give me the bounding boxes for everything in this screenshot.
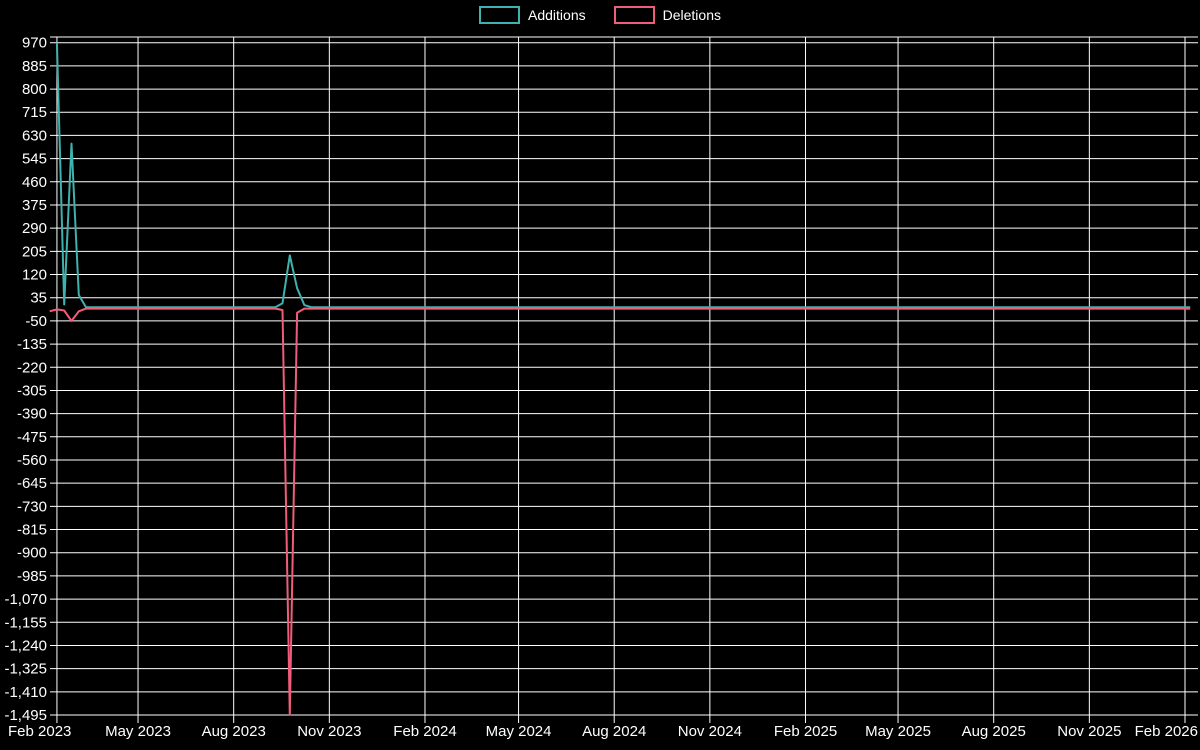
x-axis-tick-label: Aug 2024	[582, 723, 646, 740]
y-axis-tick-label: -390	[17, 406, 47, 423]
x-axis-tick-label: Aug 2023	[202, 723, 266, 740]
deletions-swatch-icon	[613, 6, 655, 24]
y-axis-tick-label: -305	[17, 382, 47, 399]
x-axis-tick-label: Nov 2023	[297, 723, 361, 740]
y-axis-tick-label: 290	[22, 220, 47, 237]
x-axis-tick-label: May 2024	[486, 723, 552, 740]
y-axis-tick-label: -1,325	[4, 661, 47, 678]
y-axis-tick-label: 35	[30, 290, 47, 307]
x-axis-tick-label: Feb 2026	[1135, 723, 1198, 740]
y-axis-tick-label: -560	[17, 452, 47, 469]
legend-label-deletions: Deletions	[662, 7, 721, 23]
y-axis-tick-label: 460	[22, 174, 47, 191]
x-axis-tick-label: Nov 2024	[678, 723, 742, 740]
y-axis-tick-label: 715	[22, 104, 47, 121]
chart-legend: Additions Deletions	[0, 6, 1200, 24]
y-axis-tick-label: -475	[17, 429, 47, 446]
y-axis-tick-label: -645	[17, 475, 47, 492]
y-axis-tick-label: 375	[22, 197, 47, 214]
x-axis-tick-label: Feb 2025	[774, 723, 837, 740]
y-axis-tick-label: -1,495	[4, 707, 47, 724]
y-axis-tick-label: 545	[22, 151, 47, 168]
y-axis-tick-label: -985	[17, 568, 47, 585]
legend-label-additions: Additions	[528, 7, 586, 23]
y-axis-tick-label: -1,155	[4, 614, 47, 631]
additions-swatch-icon	[479, 6, 521, 24]
additions-line	[55, 42, 1191, 309]
y-axis-tick-label: 205	[22, 243, 47, 260]
y-axis-tick-label: 630	[22, 127, 47, 144]
x-axis-tick-label: May 2025	[865, 723, 931, 740]
y-axis-tick-label: 970	[22, 35, 47, 52]
y-axis-tick-label: -815	[17, 522, 47, 539]
x-axis-tick-label: May 2023	[105, 723, 171, 740]
deletions-line	[49, 307, 1191, 716]
legend-item-additions[interactable]: Additions	[479, 6, 586, 24]
y-axis-tick-label: -1,410	[4, 684, 47, 701]
y-axis-tick-label: -50	[25, 313, 47, 330]
y-axis-tick-label: -135	[17, 336, 47, 353]
y-axis-tick-label: -730	[17, 498, 47, 515]
y-axis-tick-label: 800	[22, 81, 47, 98]
y-axis-tick-label: -220	[17, 359, 47, 376]
x-axis-tick-label: Aug 2025	[962, 723, 1026, 740]
y-axis-tick-label: -900	[17, 545, 47, 562]
x-axis-tick-label: Feb 2023	[8, 723, 71, 740]
legend-item-deletions[interactable]: Deletions	[613, 6, 721, 24]
x-axis-tick-label: Feb 2024	[393, 723, 456, 740]
y-axis-tick-label: -1,240	[4, 637, 47, 654]
y-axis-tick-label: 120	[22, 267, 47, 284]
x-axis-tick-label: Nov 2025	[1057, 723, 1121, 740]
y-axis-tick-label: -1,070	[4, 591, 47, 608]
y-axis-tick-label: 885	[22, 58, 47, 75]
